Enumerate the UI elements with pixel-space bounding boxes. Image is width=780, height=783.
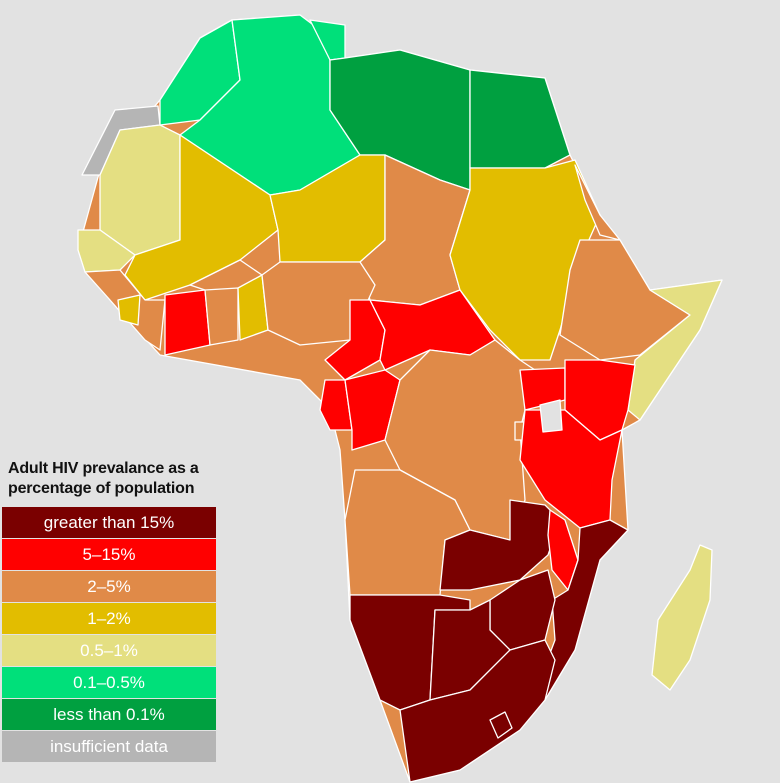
region-south-africa — [399, 639, 556, 783]
region-ghana — [204, 287, 239, 346]
legend-item-less-than-0.1: less than 0.1% — [2, 699, 216, 730]
legend-title-line2: percentage of population — [8, 480, 195, 497]
legend: Adult HIV prevalance as a percentage of … — [2, 459, 216, 763]
region-cote-divoire — [164, 289, 211, 356]
legend-item-label: 0.5–1% — [80, 640, 138, 660]
legend-item-1-2: 1–2% — [2, 603, 216, 634]
legend-item-5-15: 5–15% — [2, 539, 216, 570]
legend-item-greater-than-15: greater than 15% — [2, 507, 216, 538]
region-egypt — [469, 69, 571, 169]
region-eritrea — [574, 164, 621, 241]
legend-item-label: less than 0.1% — [53, 704, 165, 724]
legend-item-label: 0.1–0.5% — [73, 672, 145, 692]
lake-victoria — [539, 399, 563, 433]
region-liberia — [117, 294, 141, 326]
legend-item-0.1-0.5: 0.1–0.5% — [2, 667, 216, 698]
region-sudan — [449, 159, 601, 361]
region-madagascar — [651, 544, 713, 691]
region-somalia — [627, 279, 723, 421]
legend-item-label: insufficient data — [50, 736, 168, 756]
legend-items: greater than 15% 5–15% 2–5% 1–2% 0.5–1% … — [2, 507, 216, 762]
legend-item-2-5: 2–5% — [2, 571, 216, 602]
legend-item-0.5-1: 0.5–1% — [2, 635, 216, 666]
region-ethiopia — [559, 239, 691, 361]
legend-item-label: greater than 15% — [43, 512, 175, 532]
region-gabon — [319, 379, 353, 431]
region-tanzania — [519, 409, 623, 529]
legend-title: Adult HIV prevalance as a percentage of … — [2, 459, 216, 499]
legend-item-label: 5–15% — [82, 544, 136, 564]
region-lesotho — [489, 711, 513, 739]
legend-item-insufficient-data: insufficient data — [2, 731, 216, 762]
legend-title-line1: Adult HIV prevalance as a — [8, 460, 199, 477]
legend-item-label: 1–2% — [87, 608, 131, 628]
legend-item-label: 2–5% — [87, 576, 131, 596]
region-zambia — [439, 499, 561, 591]
